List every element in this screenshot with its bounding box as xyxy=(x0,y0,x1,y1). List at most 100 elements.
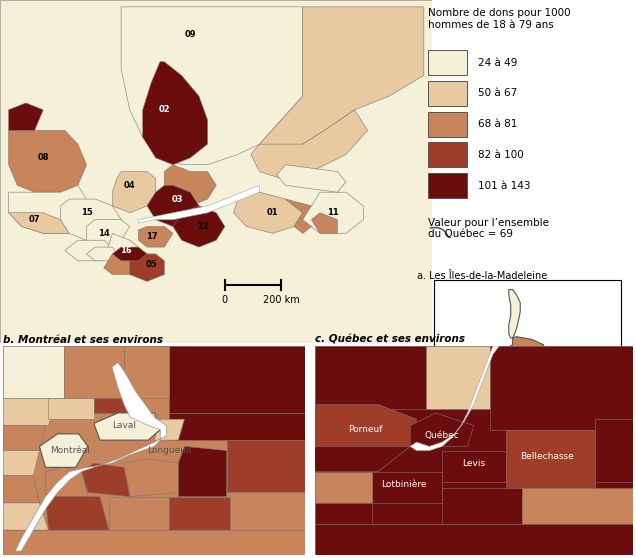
Polygon shape xyxy=(9,131,86,192)
Text: 03: 03 xyxy=(172,195,183,204)
Text: 101 à 143: 101 à 143 xyxy=(478,181,530,190)
Polygon shape xyxy=(0,0,432,343)
Polygon shape xyxy=(286,199,320,233)
Polygon shape xyxy=(113,247,147,261)
Polygon shape xyxy=(86,220,130,247)
Polygon shape xyxy=(490,336,547,363)
Polygon shape xyxy=(315,524,633,555)
Text: 04: 04 xyxy=(124,181,135,190)
Polygon shape xyxy=(81,463,130,497)
Polygon shape xyxy=(426,346,490,408)
Text: 16: 16 xyxy=(120,246,131,255)
Polygon shape xyxy=(277,165,346,192)
Text: 07: 07 xyxy=(29,215,40,224)
Text: 0: 0 xyxy=(222,295,228,305)
Polygon shape xyxy=(3,451,39,475)
Polygon shape xyxy=(109,497,169,530)
Polygon shape xyxy=(303,192,363,233)
Polygon shape xyxy=(315,346,426,408)
Polygon shape xyxy=(312,213,337,233)
Polygon shape xyxy=(3,475,39,503)
Polygon shape xyxy=(142,62,207,165)
Polygon shape xyxy=(410,413,474,446)
Bar xyxy=(427,81,467,106)
Polygon shape xyxy=(3,530,305,555)
Polygon shape xyxy=(9,103,43,131)
Polygon shape xyxy=(259,7,424,155)
Text: 01: 01 xyxy=(266,208,279,217)
Polygon shape xyxy=(3,426,46,451)
Text: 24 à 49: 24 à 49 xyxy=(478,58,518,68)
Polygon shape xyxy=(124,346,169,398)
Text: Nombre de dons pour 1000
hommes de 18 à 79 ans: Nombre de dons pour 1000 hommes de 18 à … xyxy=(427,8,570,30)
Text: Québec: Québec xyxy=(425,431,459,440)
Polygon shape xyxy=(130,254,164,281)
Polygon shape xyxy=(86,247,117,261)
Polygon shape xyxy=(3,346,305,555)
Polygon shape xyxy=(442,488,522,524)
Text: Levis: Levis xyxy=(462,459,485,468)
Polygon shape xyxy=(94,398,139,413)
Polygon shape xyxy=(3,346,64,398)
Polygon shape xyxy=(372,524,442,538)
Polygon shape xyxy=(46,497,109,530)
Polygon shape xyxy=(522,488,633,524)
Text: 09: 09 xyxy=(184,30,196,39)
Bar xyxy=(427,173,467,198)
Polygon shape xyxy=(121,7,303,165)
Polygon shape xyxy=(506,430,595,488)
Polygon shape xyxy=(46,468,88,497)
Polygon shape xyxy=(509,290,520,338)
Text: 15: 15 xyxy=(81,208,92,217)
Text: 05: 05 xyxy=(146,259,157,269)
Text: 12: 12 xyxy=(197,222,209,231)
Ellipse shape xyxy=(530,371,544,376)
Polygon shape xyxy=(226,440,305,493)
Text: 200 km: 200 km xyxy=(263,295,300,305)
Polygon shape xyxy=(147,185,199,227)
FancyArrowPatch shape xyxy=(430,228,448,237)
Polygon shape xyxy=(169,413,305,440)
Polygon shape xyxy=(315,346,633,555)
Text: Montréal: Montréal xyxy=(50,446,90,455)
Polygon shape xyxy=(94,413,160,440)
Polygon shape xyxy=(9,185,95,233)
Text: 11: 11 xyxy=(327,208,339,217)
Bar xyxy=(427,142,467,167)
Polygon shape xyxy=(104,254,139,275)
Polygon shape xyxy=(173,206,225,247)
Bar xyxy=(427,112,467,137)
Polygon shape xyxy=(108,233,139,254)
Polygon shape xyxy=(442,451,506,482)
Polygon shape xyxy=(372,472,442,503)
Polygon shape xyxy=(3,503,48,530)
Text: Laval: Laval xyxy=(112,421,136,430)
Polygon shape xyxy=(315,405,417,446)
Text: 82 à 100: 82 à 100 xyxy=(478,150,524,160)
Polygon shape xyxy=(139,227,173,247)
Text: Valeur pour l’ensemble
du Québec = 69: Valeur pour l’ensemble du Québec = 69 xyxy=(427,218,549,239)
Bar xyxy=(427,50,467,75)
Polygon shape xyxy=(154,419,184,440)
Text: 08: 08 xyxy=(38,153,49,162)
Polygon shape xyxy=(15,363,167,551)
Polygon shape xyxy=(178,446,226,497)
Text: 50 à 67: 50 à 67 xyxy=(478,89,517,98)
Polygon shape xyxy=(124,459,178,497)
Text: Porneuf: Porneuf xyxy=(349,425,383,434)
Polygon shape xyxy=(139,185,259,223)
Polygon shape xyxy=(230,493,305,530)
Polygon shape xyxy=(3,398,57,426)
Polygon shape xyxy=(169,497,230,530)
Polygon shape xyxy=(315,472,372,503)
Text: 17: 17 xyxy=(146,232,157,241)
Polygon shape xyxy=(60,199,121,240)
Text: Bellechasse: Bellechasse xyxy=(520,453,574,461)
Text: a. Les Îles-de-la-Madeleine: a. Les Îles-de-la-Madeleine xyxy=(417,271,547,281)
Text: Lotbinière: Lotbinière xyxy=(381,479,427,489)
Polygon shape xyxy=(233,192,303,233)
Polygon shape xyxy=(9,213,69,233)
Polygon shape xyxy=(490,346,633,430)
Polygon shape xyxy=(315,503,372,524)
Polygon shape xyxy=(39,434,88,468)
